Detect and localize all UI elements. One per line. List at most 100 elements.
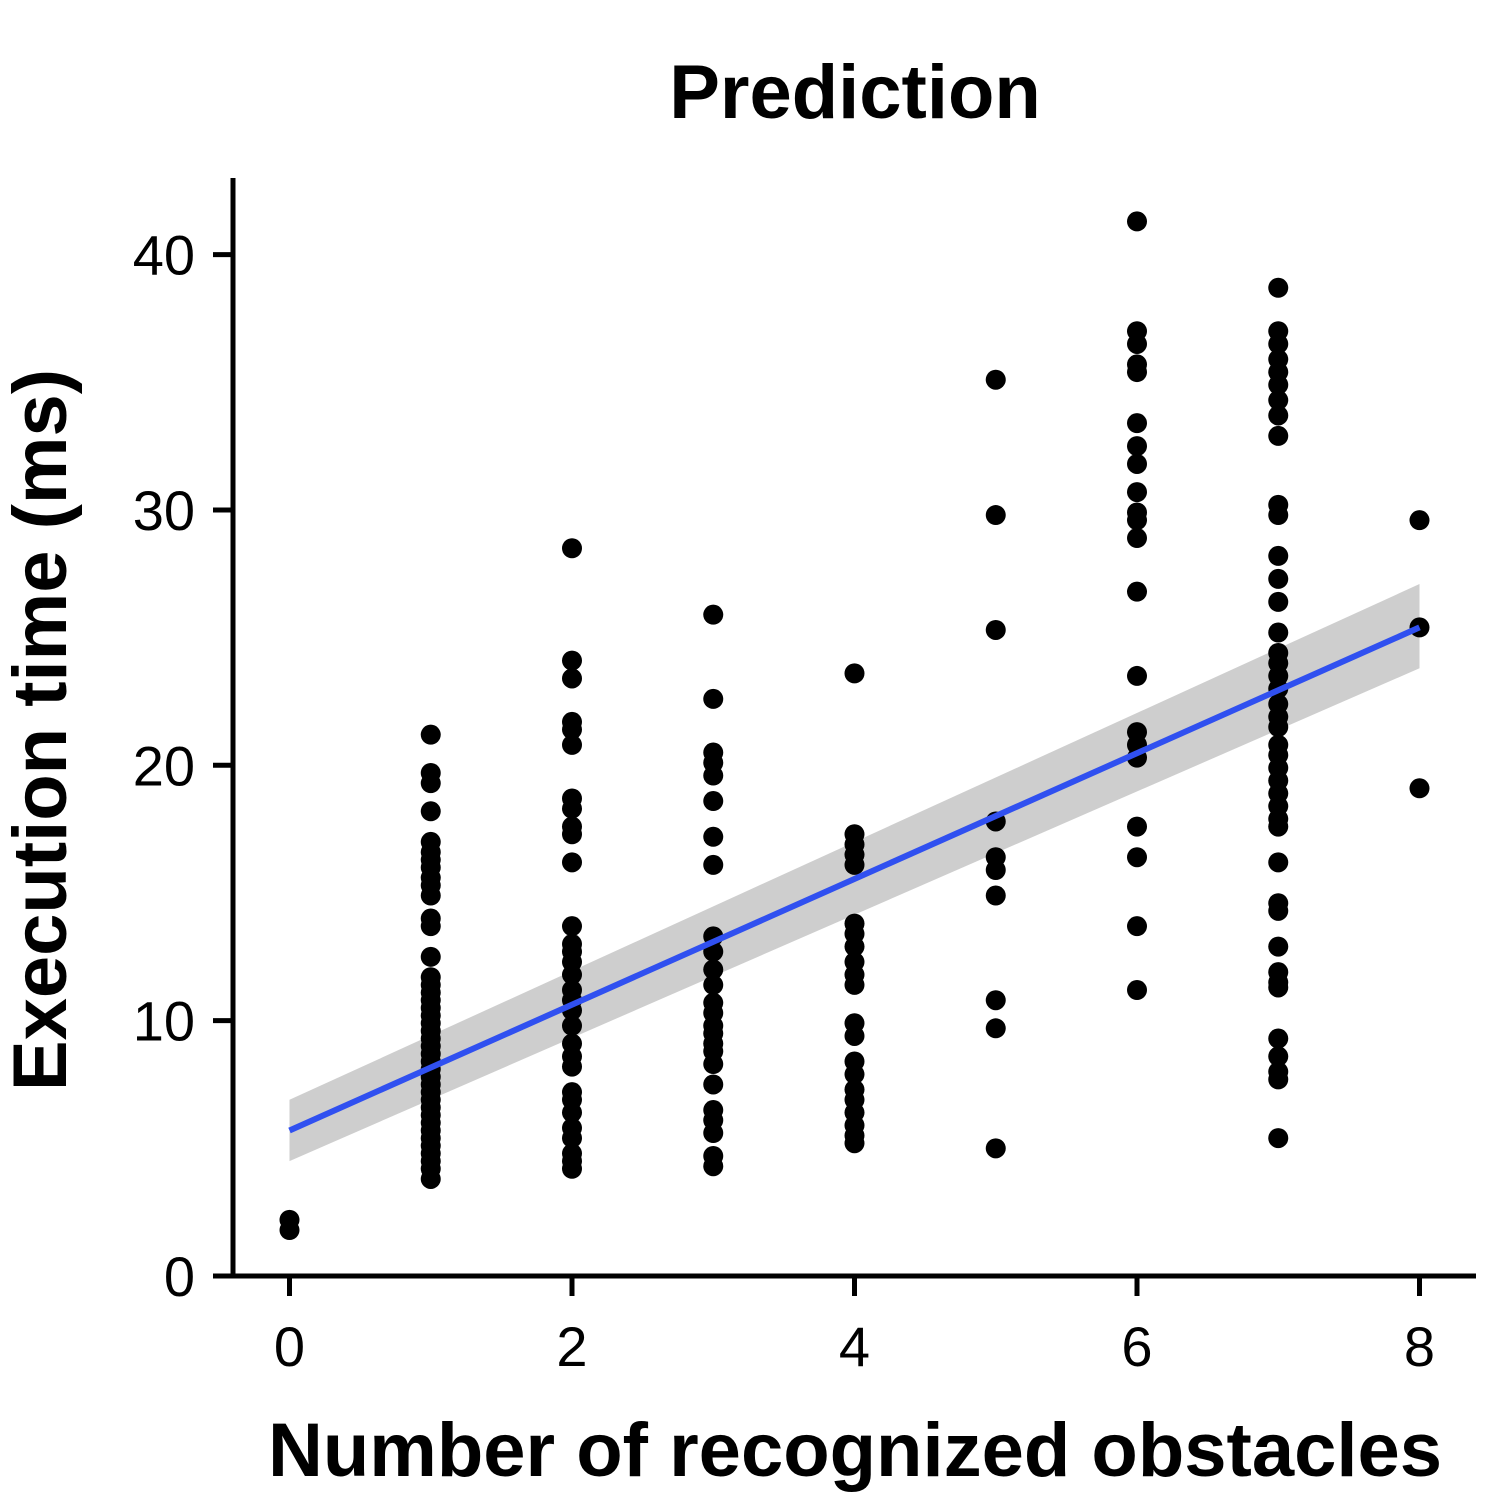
y-axis-title: Execution time (ms)	[0, 369, 83, 1091]
data-point	[1127, 510, 1147, 531]
data-point	[1268, 936, 1289, 957]
data-point	[1127, 916, 1147, 937]
data-point	[1127, 362, 1147, 383]
data-point	[1268, 1046, 1289, 1067]
data-point	[703, 854, 724, 875]
data-point	[562, 1056, 582, 1077]
data-point	[1268, 374, 1289, 395]
data-point	[1127, 581, 1147, 602]
data-point	[1127, 847, 1147, 868]
data-point	[985, 859, 1006, 880]
axis-ticks: 0 2 4 6 8 0 10 20 30 40	[133, 224, 1435, 1378]
data-point	[1268, 900, 1289, 921]
data-point	[703, 1074, 724, 1095]
data-point	[985, 1018, 1006, 1039]
data-point	[1268, 1128, 1289, 1149]
data-point	[844, 974, 865, 995]
data-point	[1127, 816, 1147, 837]
data-point	[1127, 211, 1147, 232]
data-point	[1409, 778, 1430, 799]
data-point	[420, 885, 441, 906]
y-tick-label: 40	[133, 224, 195, 287]
data-point	[985, 1138, 1006, 1159]
plot-area	[279, 211, 1430, 1241]
chart-title: Prediction	[669, 50, 1041, 135]
data-point	[1268, 1069, 1289, 1090]
data-point	[1268, 390, 1289, 411]
data-point	[562, 852, 582, 873]
data-point	[1127, 528, 1147, 549]
data-point	[1127, 980, 1147, 1001]
data-point	[279, 1220, 300, 1241]
data-point	[562, 734, 582, 755]
y-tick-label: 30	[133, 479, 195, 542]
data-point	[562, 1128, 582, 1149]
data-point	[562, 538, 582, 559]
data-point	[985, 990, 1006, 1011]
data-point	[420, 1168, 441, 1189]
data-point	[1127, 453, 1147, 474]
data-point	[844, 1064, 865, 1085]
data-point	[1268, 545, 1289, 566]
data-point	[420, 946, 441, 967]
data-point	[703, 1123, 724, 1144]
data-point	[1268, 1028, 1289, 1049]
data-point	[562, 1015, 582, 1036]
x-tick-label: 8	[1404, 1315, 1435, 1378]
data-point	[703, 826, 724, 847]
data-point	[420, 916, 441, 937]
data-point	[1268, 852, 1289, 873]
data-point	[703, 959, 724, 980]
data-point	[1268, 816, 1289, 837]
data-point	[703, 1054, 724, 1075]
data-point	[1268, 622, 1289, 643]
data-point	[562, 668, 582, 689]
data-point	[844, 1025, 865, 1046]
data-point	[703, 791, 724, 812]
data-point	[985, 619, 1006, 640]
data-point	[844, 854, 865, 875]
data-point	[1268, 568, 1289, 589]
data-point	[562, 1102, 582, 1123]
data-point	[562, 916, 582, 937]
data-point	[562, 719, 582, 740]
data-point	[844, 936, 865, 957]
data-point	[1268, 425, 1289, 446]
data-point	[985, 885, 1006, 906]
data-point	[1127, 333, 1147, 354]
y-tick-label: 10	[133, 990, 195, 1053]
data-point	[1127, 665, 1147, 686]
x-tick-label: 0	[274, 1315, 305, 1378]
y-tick-label: 20	[133, 734, 195, 797]
data-point	[844, 663, 865, 684]
x-tick-label: 4	[839, 1315, 870, 1378]
data-point	[703, 765, 724, 786]
data-point	[1268, 333, 1289, 354]
data-point	[562, 650, 582, 671]
data-point	[1409, 510, 1430, 531]
data-point	[420, 724, 441, 745]
regression-line	[288, 624, 1421, 1134]
data-point	[1268, 505, 1289, 526]
data-point	[1268, 717, 1289, 737]
data-point	[420, 801, 441, 822]
x-tick-label: 2	[556, 1315, 587, 1378]
data-point	[562, 964, 582, 985]
data-point	[562, 824, 582, 845]
data-point	[1127, 413, 1147, 434]
data-point	[844, 1133, 865, 1154]
data-point	[985, 369, 1006, 390]
data-point	[1268, 977, 1289, 998]
data-point	[985, 505, 1006, 526]
x-axis-title: Number of recognized obstacles	[268, 1408, 1442, 1493]
data-point	[703, 974, 724, 995]
data-point	[703, 1156, 724, 1177]
data-point	[1268, 591, 1289, 612]
data-point	[703, 688, 724, 709]
data-point	[1127, 436, 1147, 457]
data-point	[562, 798, 582, 819]
y-tick-label: 0	[164, 1245, 195, 1308]
data-point	[562, 1158, 582, 1179]
data-point	[1127, 482, 1147, 503]
